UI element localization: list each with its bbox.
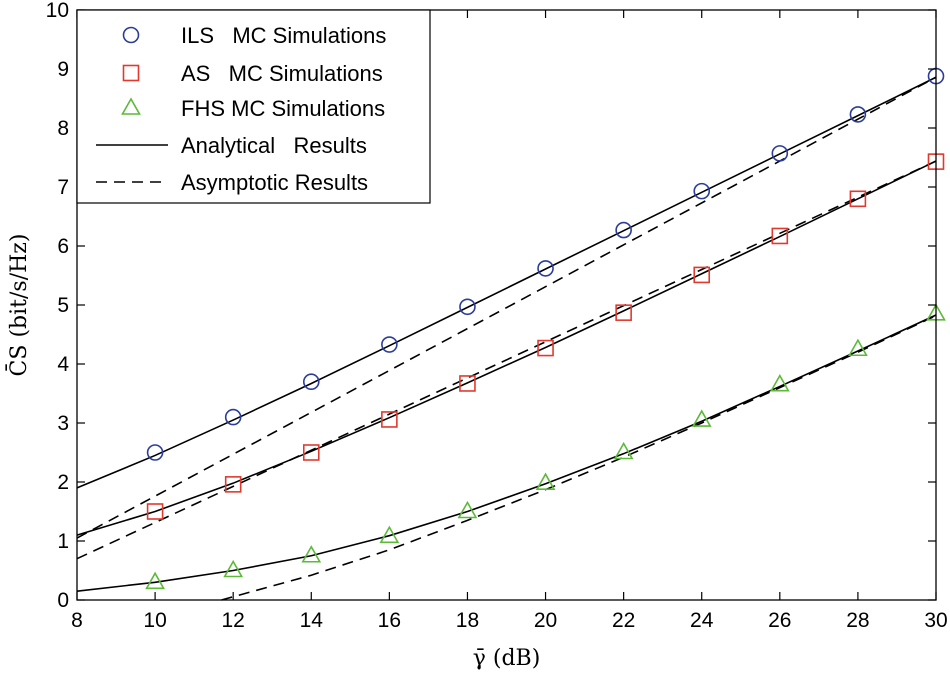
data-point-square bbox=[693, 266, 711, 284]
data-point-square bbox=[381, 411, 398, 428]
x-axis-label: γ̄ (dB) bbox=[473, 646, 541, 671]
data-point-circle bbox=[381, 336, 398, 353]
legend-label-ils: ILS MC Simulations bbox=[181, 23, 386, 48]
series-line-ils-asymptotic bbox=[76, 76, 937, 539]
data-point-circle bbox=[693, 182, 711, 200]
x-tick-label: 18 bbox=[456, 609, 479, 632]
x-tick-label: 14 bbox=[300, 609, 324, 632]
data-point-triangle bbox=[301, 545, 322, 563]
data-point-circle bbox=[615, 221, 632, 239]
data-point-square bbox=[224, 476, 242, 493]
y-tick-label: 8 bbox=[57, 117, 69, 140]
data-point-square bbox=[146, 503, 164, 520]
legend-item-analytical: Analytical Results bbox=[96, 133, 367, 158]
data-point-square bbox=[459, 375, 476, 392]
legend-label-as: AS MC Simulations bbox=[181, 61, 383, 86]
x-tick-label: 20 bbox=[534, 609, 557, 632]
data-point-circle bbox=[146, 444, 164, 461]
data-point-circle bbox=[224, 408, 242, 426]
legend-marker-circle bbox=[122, 26, 140, 44]
data-point-triangle bbox=[535, 472, 556, 490]
x-tick-label: 12 bbox=[222, 609, 245, 632]
legend-label-analytical: Analytical Results bbox=[181, 133, 367, 158]
x-tick-label: 10 bbox=[143, 609, 166, 632]
legend-triangle-marker bbox=[121, 97, 141, 115]
legend-circle-marker bbox=[122, 26, 140, 44]
legend-item-ils: ILS MC Simulations bbox=[122, 23, 386, 48]
data-point-square bbox=[849, 190, 867, 208]
data-point-triangle bbox=[223, 559, 244, 578]
legend-marker-square bbox=[122, 64, 140, 82]
y-tick-label: 5 bbox=[57, 294, 69, 317]
data-point-triangle bbox=[457, 500, 478, 519]
y-tick-label: 1 bbox=[57, 530, 69, 553]
legend-item-fhs: FHS MC Simulations bbox=[121, 96, 385, 121]
series-line-as-analytical bbox=[76, 160, 937, 536]
x-tick-label: 8 bbox=[71, 609, 83, 632]
data-point-circle bbox=[459, 298, 476, 316]
x-tick-label: 22 bbox=[612, 609, 635, 632]
data-point-triangle bbox=[613, 441, 634, 460]
data-point-square bbox=[615, 304, 632, 321]
x-tick-label: 16 bbox=[378, 609, 401, 632]
data-point-triangle bbox=[691, 409, 712, 427]
data-point-triangle bbox=[379, 525, 400, 544]
legend-marker-triangle bbox=[121, 97, 141, 115]
data-point-circle bbox=[771, 145, 789, 162]
y-axis-label: C̄S (bit/s/Hz) bbox=[5, 234, 32, 377]
x-tick-label: 30 bbox=[924, 609, 947, 632]
data-point-circle bbox=[537, 260, 554, 277]
series-line-fhs-asymptotic bbox=[221, 314, 937, 601]
series-line-ils-analytical bbox=[76, 76, 937, 489]
y-tick-label: 7 bbox=[57, 176, 69, 199]
legend-label-fhs: FHS MC Simulations bbox=[181, 96, 385, 121]
x-tick-label: 26 bbox=[768, 609, 791, 632]
x-tick-label: 24 bbox=[690, 609, 714, 632]
series-lines bbox=[76, 76, 937, 601]
data-point-square bbox=[771, 227, 789, 245]
data-point-circle bbox=[849, 106, 867, 123]
legend-item-asymptotic: Asymptotic Results bbox=[96, 170, 368, 195]
data-point-triangle bbox=[769, 374, 790, 392]
series-line-as-asymptotic bbox=[76, 160, 937, 560]
y-tick-label: 6 bbox=[57, 235, 69, 258]
y-tick-label: 2 bbox=[57, 471, 69, 494]
x-tick-label: 28 bbox=[846, 609, 869, 632]
y-tick-label: 3 bbox=[57, 412, 69, 435]
legend: ILS MC Simulations AS MC Simulations FHS… bbox=[76, 9, 431, 204]
y-tick-label: 0 bbox=[57, 589, 69, 612]
series-line-fhs-analytical bbox=[76, 314, 937, 592]
data-point-triangle bbox=[145, 571, 165, 590]
data-point-circle bbox=[302, 373, 320, 391]
legend-item-as: AS MC Simulations bbox=[122, 61, 383, 86]
data-point-square bbox=[302, 444, 320, 461]
data-point-square bbox=[537, 339, 554, 357]
data-point-triangle bbox=[848, 338, 868, 357]
legend-label-asymptotic: Asymptotic Results bbox=[181, 170, 368, 195]
legend-square-marker bbox=[122, 64, 140, 82]
y-tick-label: 10 bbox=[46, 0, 69, 22]
y-tick-label: 9 bbox=[57, 58, 69, 81]
y-tick-label: 4 bbox=[57, 353, 69, 376]
